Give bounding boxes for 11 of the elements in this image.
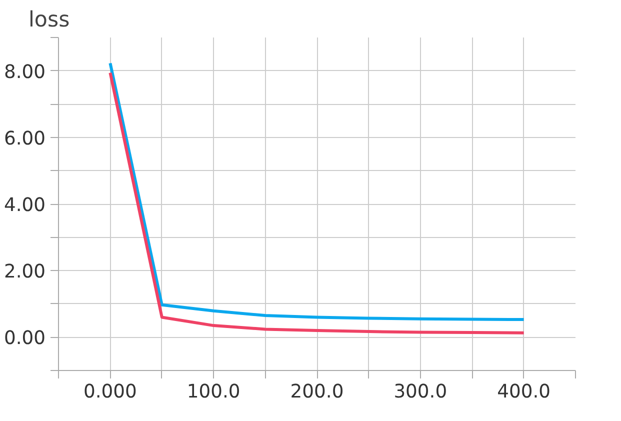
y-tick-label: 0.00: [4, 328, 46, 350]
y-tick-label: 2.00: [4, 262, 46, 283]
x-tick-label: 200.0: [290, 382, 344, 402]
y-tick-label: 8.00: [4, 62, 46, 83]
x-tick-label: 400.0: [497, 382, 551, 402]
chart-title: loss: [28, 8, 70, 32]
x-tick-label: 100.0: [186, 382, 240, 402]
y-tick-label: 4.00: [4, 195, 46, 216]
y-tick-label: 6.00: [4, 128, 46, 150]
x-tick-label: 0.000: [83, 382, 137, 402]
x-tick-label: 300.0: [394, 382, 448, 402]
